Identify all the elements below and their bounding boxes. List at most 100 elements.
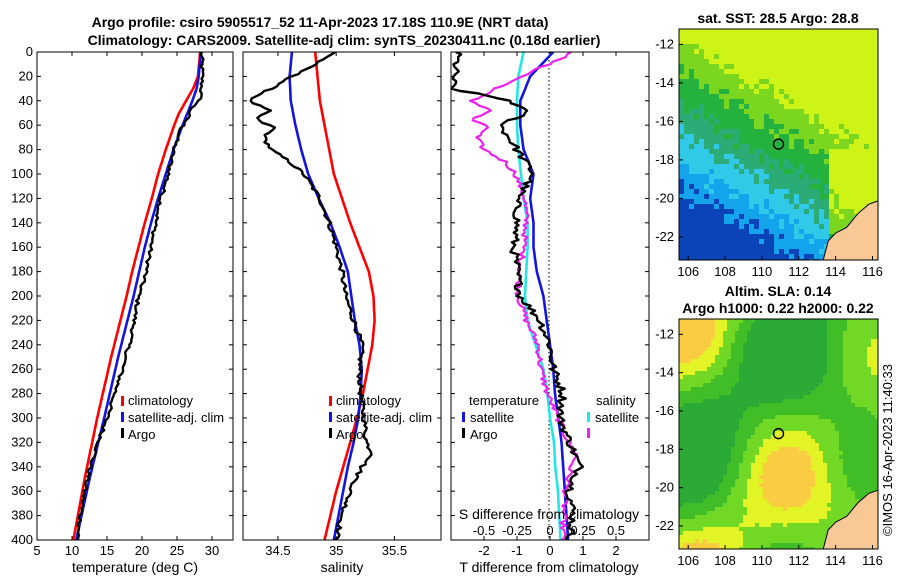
map-cell — [735, 403, 740, 408]
map-cell — [751, 515, 756, 520]
map-cell — [747, 343, 752, 348]
map-cell — [704, 164, 710, 170]
map-cell — [819, 435, 824, 440]
map-cell — [811, 355, 816, 360]
map-cell — [867, 483, 872, 488]
map-cell — [783, 539, 788, 544]
map-cell — [874, 134, 878, 140]
map-cell — [787, 491, 792, 496]
map-cell — [823, 467, 828, 472]
map-cell — [683, 351, 688, 356]
map-cell — [771, 403, 776, 408]
map-cell — [679, 34, 685, 40]
map-cell — [779, 455, 784, 460]
map-cell — [823, 475, 828, 480]
map-cell — [867, 439, 872, 444]
map-cell — [829, 214, 835, 220]
map-cell — [679, 463, 684, 468]
map-cell — [755, 431, 760, 436]
map-cell — [709, 49, 715, 55]
map-cell — [747, 539, 752, 544]
map-cell — [684, 64, 690, 70]
map-cell — [755, 371, 760, 376]
map-cell — [791, 379, 796, 384]
map-cell — [699, 403, 704, 408]
map-cell — [819, 179, 825, 185]
map-cell — [724, 154, 730, 160]
map-cell — [791, 415, 796, 420]
map-cell — [775, 435, 780, 440]
map-cell — [771, 467, 776, 472]
map-cell — [771, 499, 776, 504]
map-cell — [729, 129, 735, 135]
map-cell — [755, 475, 760, 480]
map-cell — [679, 229, 685, 235]
map-cell — [783, 471, 788, 476]
map-cell — [774, 189, 780, 195]
map-cell — [691, 479, 696, 484]
map-cell — [851, 411, 856, 416]
map-cell — [679, 475, 684, 480]
map-cell — [744, 129, 750, 135]
map-cell — [759, 144, 765, 150]
map-cell — [751, 487, 756, 492]
map-cell — [803, 419, 808, 424]
map-cell — [839, 154, 845, 160]
map-cell — [704, 244, 710, 250]
map-cell — [751, 503, 756, 508]
map-cell — [849, 104, 855, 110]
map-cell — [844, 29, 850, 35]
map-cell — [804, 64, 810, 70]
map-cell — [804, 89, 810, 95]
map-cell — [819, 411, 824, 416]
map-cell — [819, 391, 824, 396]
map-cell — [839, 339, 844, 344]
map-cell — [874, 54, 878, 60]
map-cell — [719, 79, 725, 85]
map-cell — [864, 129, 870, 135]
map-cell — [875, 419, 878, 424]
map-cell — [751, 351, 756, 356]
map-cell — [775, 431, 780, 436]
map-cell — [683, 463, 688, 468]
map-cell — [729, 34, 735, 40]
map-cell — [843, 331, 848, 336]
map-cell — [783, 411, 788, 416]
map-cell — [849, 169, 855, 175]
map-cell — [724, 109, 730, 115]
map-cell — [724, 134, 730, 140]
map-cell — [743, 375, 748, 380]
map-cell — [803, 499, 808, 504]
map-cell — [795, 379, 800, 384]
map-cell — [711, 335, 716, 340]
map-cell — [731, 319, 736, 324]
map-cell — [771, 523, 776, 528]
map-cell — [863, 463, 868, 468]
map-cell — [727, 403, 732, 408]
map-cell — [827, 383, 832, 388]
y-tick-label: 120 — [11, 190, 33, 205]
map-cell — [719, 194, 725, 200]
map-cell — [769, 29, 775, 35]
map-cell — [847, 335, 852, 340]
map-cell — [791, 347, 796, 352]
map-cell — [775, 471, 780, 476]
map-cell — [799, 367, 804, 372]
map-cell — [739, 463, 744, 468]
map-cell — [755, 519, 760, 524]
map-cell — [689, 209, 695, 215]
map-cell — [794, 94, 800, 100]
y-tick-label: -20 — [655, 190, 674, 205]
map-cell — [719, 229, 725, 235]
map-cell — [775, 439, 780, 444]
map-cell — [844, 64, 850, 70]
map-cell — [723, 483, 728, 488]
map-cell — [803, 423, 808, 428]
map-cell — [839, 499, 844, 504]
map-cell — [723, 443, 728, 448]
map-cell — [795, 515, 800, 520]
map-cell — [859, 159, 865, 165]
map-cell — [687, 403, 692, 408]
map-cell — [779, 451, 784, 456]
map-cell — [807, 395, 812, 400]
